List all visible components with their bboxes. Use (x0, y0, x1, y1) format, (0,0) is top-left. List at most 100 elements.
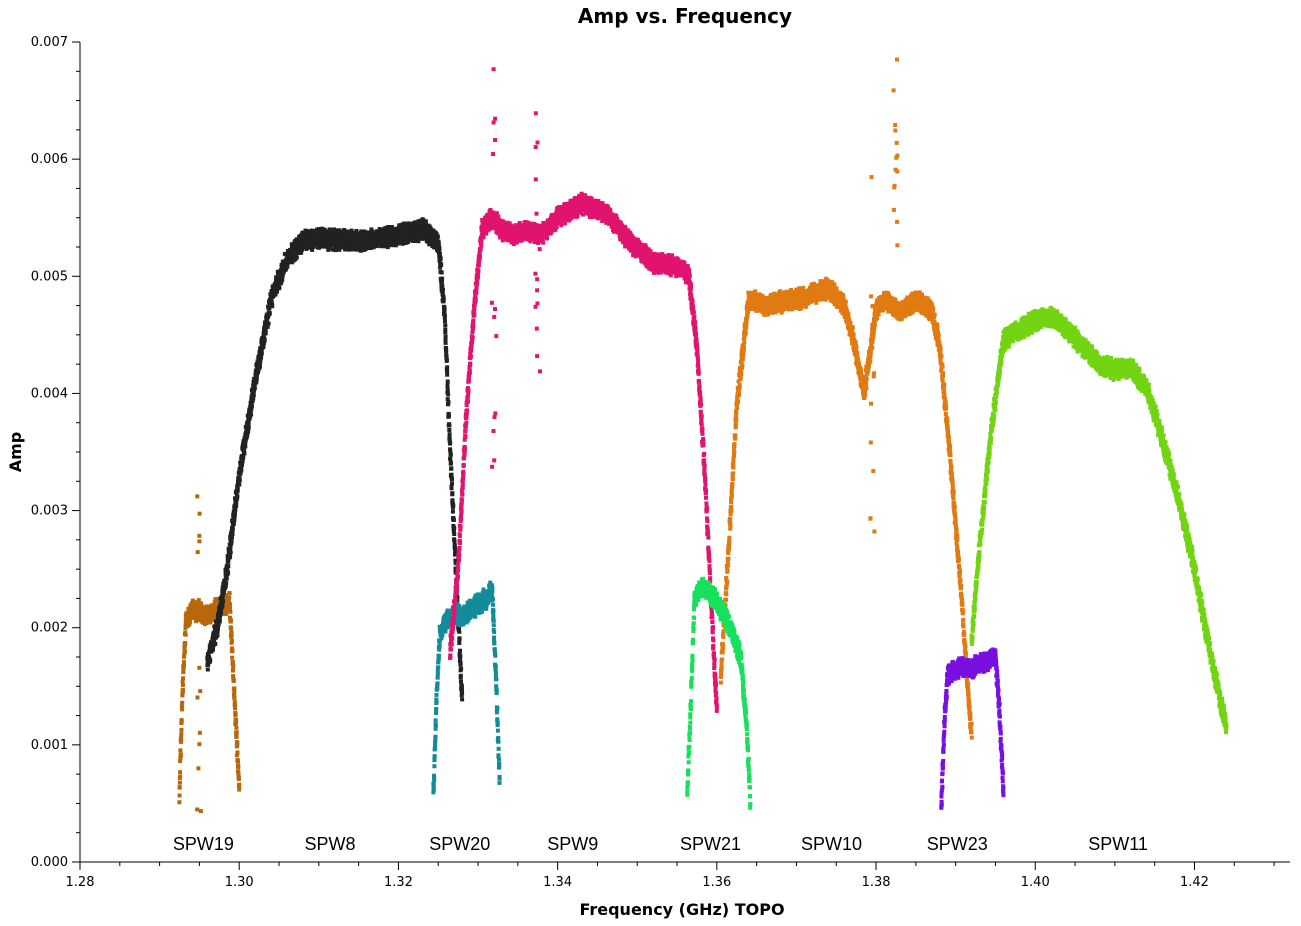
data-point (445, 354, 449, 358)
data-point (494, 677, 498, 681)
data-point (477, 263, 481, 267)
data-point (474, 291, 478, 295)
data-point (254, 381, 258, 385)
data-point (224, 612, 228, 616)
data-point (576, 214, 580, 218)
data-point (280, 278, 284, 282)
data-points (177, 58, 1228, 814)
data-point (239, 466, 243, 470)
data-point (445, 365, 449, 369)
data-point (252, 393, 256, 397)
data-point (229, 550, 233, 554)
data-point (226, 564, 230, 568)
data-point (490, 590, 494, 594)
data-point (213, 642, 217, 646)
data-point (581, 213, 585, 217)
y-tick-label: 0.003 (31, 504, 68, 519)
data-point (234, 726, 238, 730)
data-point (231, 532, 235, 536)
data-point (463, 445, 467, 449)
data-point (496, 721, 500, 725)
data-point (228, 610, 232, 614)
data-point (479, 244, 483, 248)
data-point (459, 667, 463, 671)
data-point (433, 743, 437, 747)
data-point (452, 619, 456, 623)
data-point (492, 637, 496, 641)
data-point (435, 693, 439, 697)
data-point (231, 649, 235, 653)
data-point (491, 614, 495, 618)
data-point (464, 421, 468, 425)
data-point (450, 492, 454, 496)
data-point (219, 610, 223, 614)
data-point (467, 379, 471, 383)
data-point (180, 701, 184, 705)
data-point (545, 237, 549, 241)
data-point (237, 483, 241, 487)
data-point (460, 691, 464, 695)
data-point (450, 473, 454, 477)
data-point (218, 619, 222, 623)
data-point (471, 320, 475, 324)
data-point (448, 457, 452, 461)
data-point (449, 461, 453, 465)
data-point (232, 695, 236, 699)
data-point (177, 800, 181, 804)
data-point (440, 284, 444, 288)
chart-title: Amp vs. Frequency (578, 4, 792, 28)
data-point (444, 347, 448, 351)
data-point (183, 650, 187, 654)
data-point (475, 280, 479, 284)
data-point (469, 354, 473, 358)
data-point (438, 247, 442, 251)
data-point (462, 456, 466, 460)
data-point (434, 718, 438, 722)
data-point (238, 478, 242, 482)
data-point (465, 408, 469, 412)
y-tick-label: 0.004 (31, 386, 68, 401)
data-point (236, 751, 240, 755)
data-point (496, 215, 500, 219)
data-point (241, 455, 245, 459)
data-point (247, 426, 251, 430)
data-point (495, 706, 499, 710)
data-point (468, 371, 472, 375)
x-tick-label: 1.40 (1021, 875, 1050, 890)
data-point (459, 518, 463, 522)
data-point (250, 404, 254, 408)
data-point (466, 399, 470, 403)
data-point (260, 352, 264, 356)
data-point (438, 643, 442, 647)
data-point (458, 649, 462, 653)
data-point (228, 602, 232, 606)
data-point (443, 319, 447, 323)
data-point (443, 315, 447, 319)
data-point (462, 463, 466, 467)
data-point (183, 641, 187, 645)
data-point (295, 255, 299, 259)
data-point (494, 684, 498, 688)
data-point (453, 543, 457, 547)
data-point (457, 558, 461, 562)
data-point (447, 414, 451, 418)
data-point (234, 718, 238, 722)
data-point (440, 633, 444, 637)
data-point (460, 493, 464, 497)
data-point (473, 614, 477, 618)
data-point (220, 604, 224, 608)
data-point (233, 706, 237, 710)
data-point (231, 664, 235, 668)
data-point (180, 719, 184, 723)
data-point (458, 655, 462, 659)
data-point (456, 566, 460, 570)
x-tick-label: 1.30 (225, 875, 254, 890)
data-point (235, 734, 239, 738)
data-point (275, 290, 279, 294)
data-point (221, 600, 225, 604)
data-point (434, 723, 438, 727)
data-point (432, 782, 436, 786)
data-point (476, 270, 480, 274)
data-point (178, 748, 182, 752)
